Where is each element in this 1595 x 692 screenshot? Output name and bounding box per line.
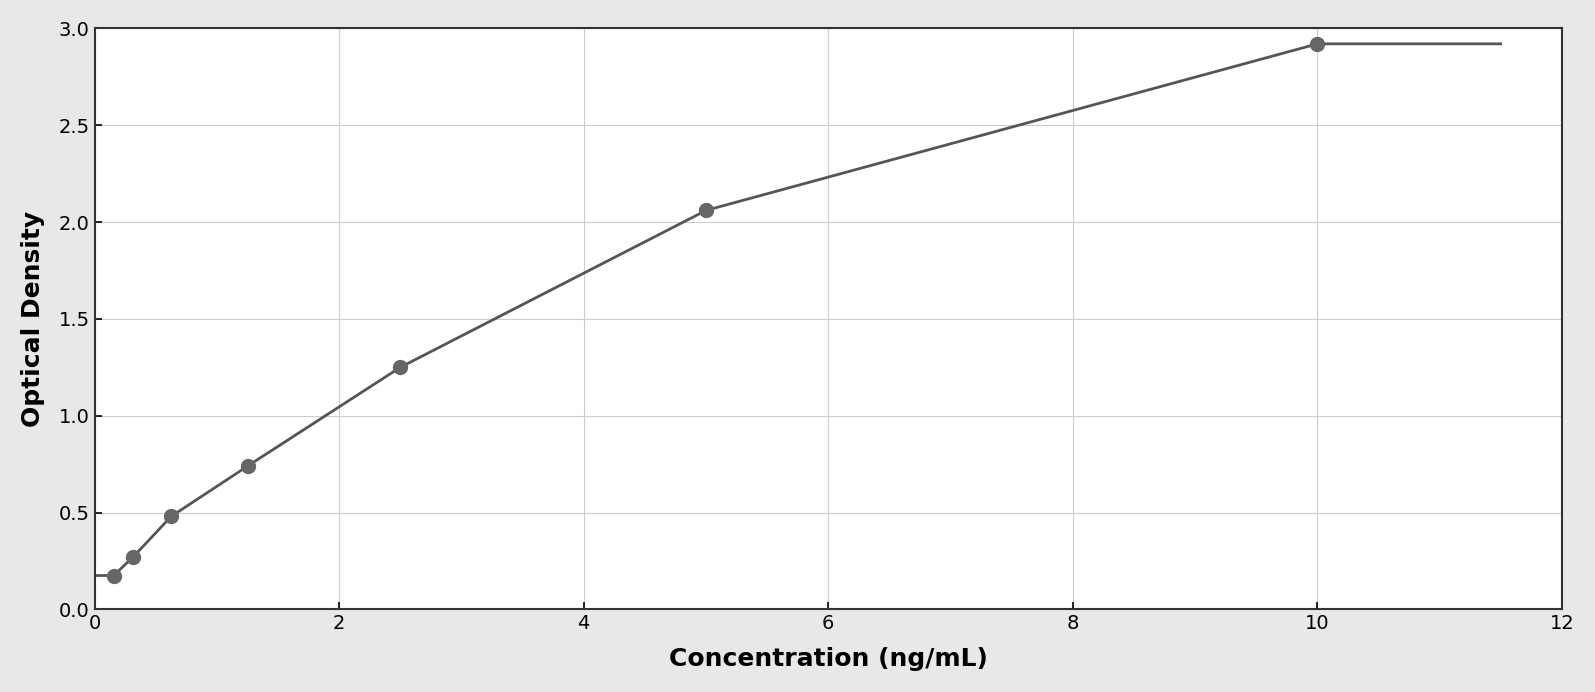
Point: [694, 205, 719, 216]
X-axis label: Concentration (ng/mL): Concentration (ng/mL): [668, 647, 987, 671]
Point: [100, 570, 126, 581]
Point: [1305, 38, 1330, 49]
Point: [120, 552, 145, 563]
Y-axis label: Optical Density: Optical Density: [21, 211, 45, 427]
Point: [388, 362, 413, 373]
Point: [234, 461, 260, 472]
Point: [158, 511, 183, 522]
